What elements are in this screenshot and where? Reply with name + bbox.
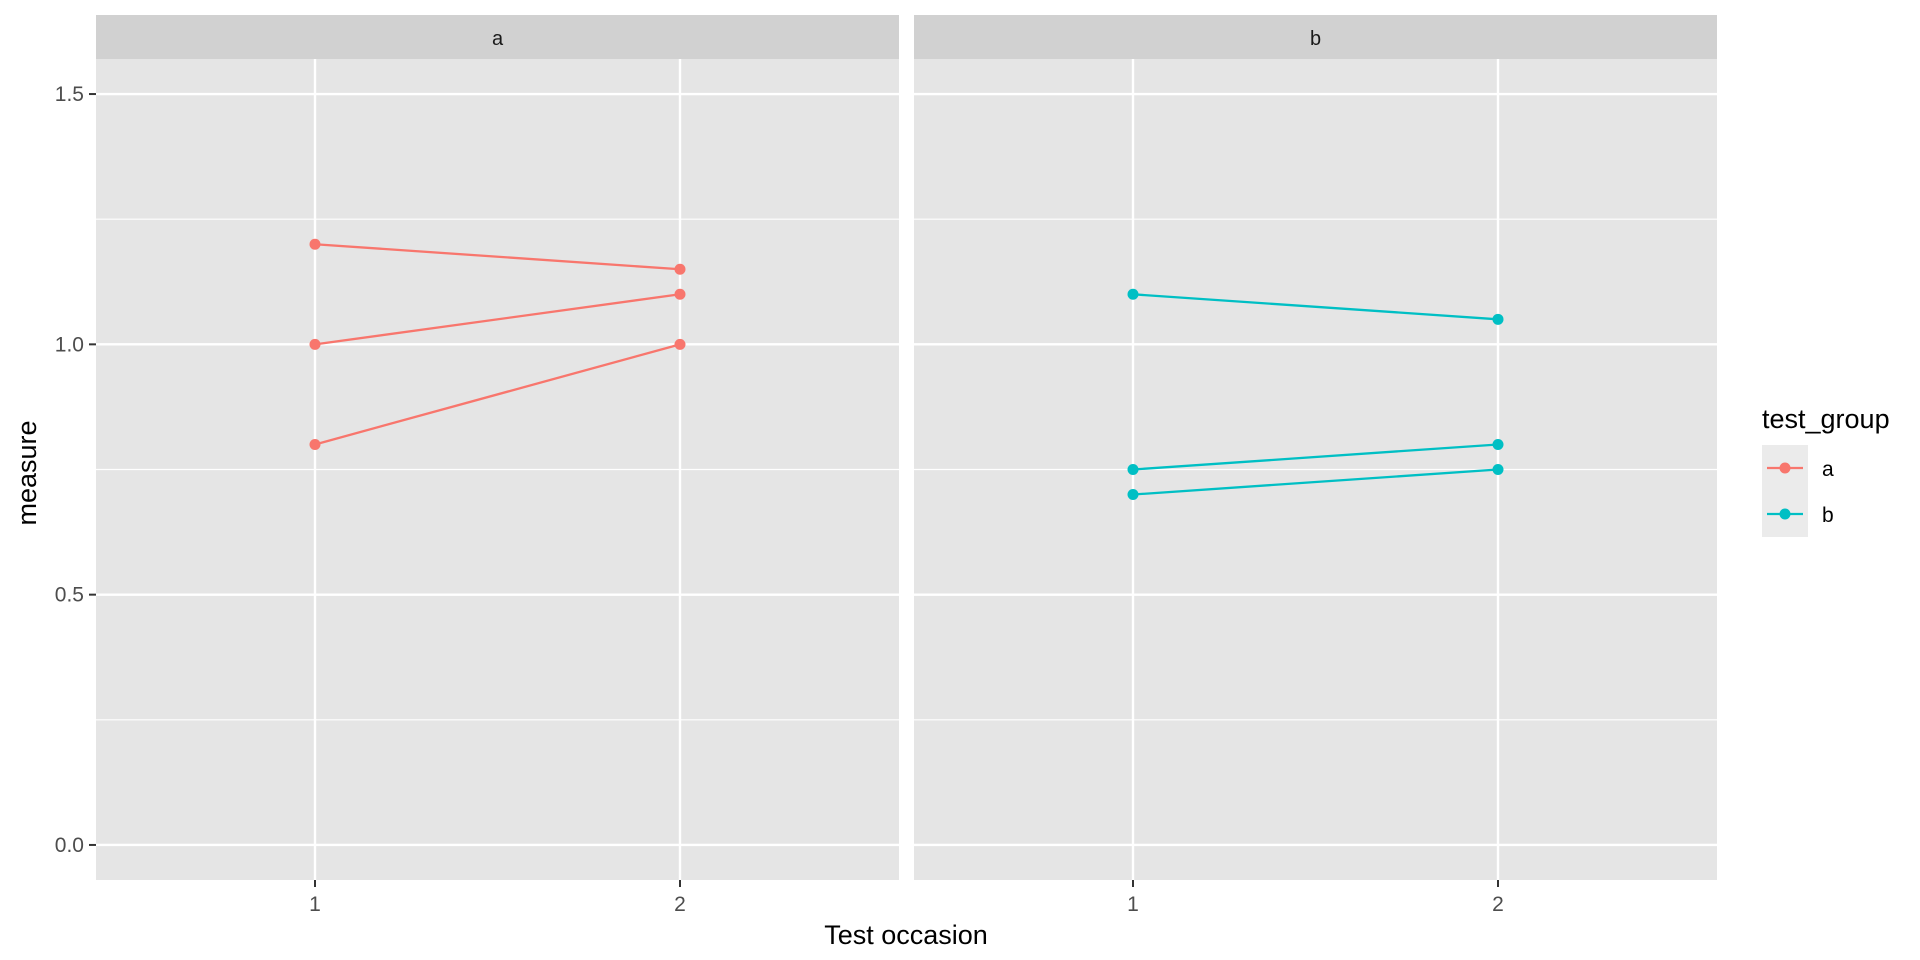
facet-panel-b: b bbox=[914, 15, 1717, 880]
legend-label: a bbox=[1822, 458, 1834, 481]
y-tick-label: 0.5 bbox=[55, 584, 84, 607]
facet-strip-label: a bbox=[492, 28, 504, 50]
data-point bbox=[1492, 438, 1504, 450]
facet-strip-label: b bbox=[1310, 28, 1321, 50]
series-line bbox=[1132, 293, 1499, 321]
data-point bbox=[1127, 489, 1139, 501]
data-point bbox=[674, 338, 686, 350]
x-tick-label: 2 bbox=[1492, 893, 1504, 916]
data-point bbox=[1492, 313, 1504, 325]
x-tick-label: 1 bbox=[309, 893, 321, 916]
data-point bbox=[674, 263, 686, 275]
series-line bbox=[314, 293, 681, 346]
series-line bbox=[1132, 468, 1499, 496]
legend-label: b bbox=[1822, 504, 1834, 527]
legend: test_group ab bbox=[1762, 404, 1890, 537]
y-tick-label: 1.5 bbox=[55, 83, 84, 106]
y-tick-label: 1.0 bbox=[55, 333, 84, 356]
legend-title: test_group bbox=[1762, 404, 1890, 434]
x-axis-title: Test occasion bbox=[824, 920, 988, 950]
y-axis-title: measure bbox=[12, 420, 42, 525]
legend-key-point bbox=[1779, 508, 1791, 520]
facet-strip-b bbox=[914, 15, 1717, 59]
y-axis: 0.0 0.5 1.0 1.5 bbox=[55, 83, 96, 857]
series-line bbox=[1132, 443, 1499, 471]
facet-panel-a: a bbox=[96, 15, 899, 880]
data-point bbox=[1492, 464, 1504, 475]
data-point bbox=[1127, 288, 1139, 300]
series-line bbox=[314, 343, 681, 446]
data-point bbox=[309, 338, 321, 350]
facet-strip-a bbox=[96, 15, 899, 59]
legend-entry-a: a bbox=[1762, 445, 1834, 491]
legend-key-point bbox=[1779, 462, 1791, 474]
x-tick-label: 1 bbox=[1127, 893, 1139, 916]
x-tick-label: 2 bbox=[674, 893, 686, 916]
x-axis: 1 2 1 2 bbox=[309, 880, 1504, 916]
data-point bbox=[309, 238, 321, 250]
legend-entry-b: b bbox=[1762, 491, 1834, 537]
data-point bbox=[674, 288, 686, 300]
data-point bbox=[1127, 464, 1139, 475]
series-line bbox=[314, 243, 681, 271]
y-tick-label: 0.0 bbox=[55, 834, 84, 857]
data-point bbox=[309, 438, 321, 450]
